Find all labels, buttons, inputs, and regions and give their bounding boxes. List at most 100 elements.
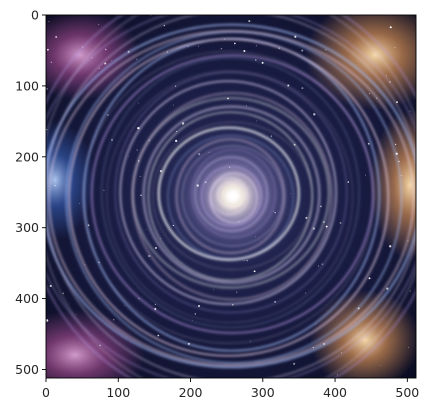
vortex-ring — [114, 71, 348, 314]
star — [287, 84, 290, 87]
vortex-ring — [131, 91, 333, 301]
vortex-ring — [82, 51, 375, 344]
star — [233, 42, 236, 45]
star — [187, 46, 189, 48]
star — [78, 203, 80, 205]
star — [336, 374, 338, 376]
vortex-ring — [147, 111, 313, 281]
star — [208, 151, 210, 153]
star — [304, 292, 306, 294]
x-tick-label: 0 — [42, 385, 50, 400]
star — [197, 45, 199, 47]
star — [246, 259, 248, 262]
star — [388, 81, 391, 84]
star — [290, 192, 291, 194]
vortex-ring — [119, 80, 337, 305]
star — [376, 97, 378, 99]
star — [174, 139, 178, 143]
star — [137, 160, 140, 162]
star — [255, 45, 257, 47]
star — [124, 304, 125, 306]
star — [238, 221, 240, 223]
star — [293, 362, 296, 365]
star — [54, 185, 56, 187]
star — [325, 49, 327, 51]
star — [301, 49, 304, 52]
star — [47, 48, 49, 51]
star — [398, 160, 400, 163]
star — [321, 263, 324, 266]
star — [386, 75, 388, 77]
star — [395, 152, 398, 155]
star — [49, 284, 52, 288]
y-tick-label: 500 — [15, 362, 39, 377]
star — [62, 292, 64, 295]
spiral-image — [46, 15, 416, 378]
star — [104, 62, 107, 65]
vortex-ring — [65, 31, 403, 364]
star — [181, 122, 185, 125]
star — [396, 101, 398, 104]
star — [137, 126, 140, 130]
star — [172, 224, 174, 227]
x-axis: 0 100 200 300 400 500 — [42, 378, 419, 400]
star — [99, 344, 101, 347]
star — [145, 229, 147, 230]
star — [127, 50, 130, 53]
star — [313, 113, 316, 116]
star — [389, 26, 392, 29]
star — [305, 216, 308, 219]
star — [154, 303, 157, 305]
star — [254, 236, 256, 238]
star — [248, 20, 251, 23]
y-tick-label: 200 — [15, 149, 39, 164]
star — [255, 59, 257, 61]
x-tick-label: 200 — [179, 385, 203, 400]
x-tick-label: 400 — [323, 385, 347, 400]
star — [341, 352, 343, 354]
star — [55, 36, 58, 38]
star — [236, 291, 238, 293]
star — [261, 61, 264, 64]
star — [148, 139, 150, 141]
star — [339, 222, 342, 224]
star — [347, 181, 350, 183]
star — [84, 264, 86, 265]
star — [367, 142, 370, 145]
star — [409, 110, 411, 112]
star — [394, 46, 396, 49]
star — [394, 143, 397, 146]
star — [159, 170, 163, 173]
star — [174, 85, 177, 87]
vortex-ring — [90, 54, 374, 334]
axes-frame — [45, 14, 417, 379]
star — [389, 245, 392, 248]
x-tick-label: 100 — [106, 385, 130, 400]
y-tick-label: 400 — [15, 291, 39, 306]
star — [198, 304, 201, 307]
star — [243, 49, 246, 52]
star — [196, 184, 199, 187]
star — [154, 308, 157, 310]
star — [312, 227, 316, 230]
star — [50, 61, 52, 63]
y-tick-label: 100 — [15, 78, 39, 93]
star — [157, 334, 160, 337]
vortex-ring — [101, 57, 360, 329]
star — [274, 211, 276, 214]
vortex-core-star — [227, 190, 239, 202]
star — [274, 300, 277, 303]
star — [270, 135, 273, 137]
star — [232, 304, 234, 306]
star — [325, 225, 328, 228]
star — [98, 24, 100, 26]
star — [386, 287, 389, 290]
star — [243, 260, 245, 262]
star — [136, 149, 138, 151]
star — [301, 87, 304, 90]
star — [148, 254, 151, 258]
star — [87, 224, 90, 227]
star — [272, 210, 274, 212]
star — [48, 21, 50, 23]
star — [315, 323, 316, 325]
